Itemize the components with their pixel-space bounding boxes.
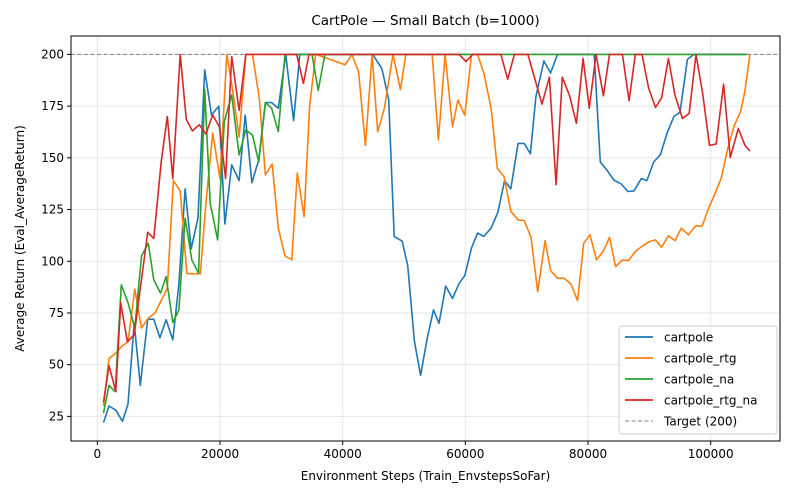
y-tick-label: 150 — [41, 151, 64, 165]
x-tick-label: 80000 — [569, 447, 607, 461]
legend-label-target: Target (200) — [663, 415, 737, 429]
legend-label-cartpole-rtg: cartpole_rtg — [664, 352, 737, 366]
x-axis-label: Environment Steps (Train_EnvstepsSoFar) — [301, 469, 551, 483]
legend-label-cartpole-na: cartpole_na — [664, 373, 734, 387]
series-line-cartpole-na — [102, 53, 748, 414]
x-tick-label: 60000 — [446, 447, 484, 461]
legend-label-cartpole-rtg-na: cartpole_rtg_na — [664, 394, 757, 408]
series-line-cartpole-rtg — [102, 53, 751, 407]
x-tick-label: 40000 — [324, 447, 362, 461]
x-tick-label: 100000 — [688, 447, 734, 461]
plot-frame — [70, 35, 781, 442]
y-axis-ticks: 25 50 75 100 125 150 175 200 — [41, 47, 71, 423]
y-tick-label: 200 — [41, 47, 64, 61]
legend-label-cartpole: cartpole — [664, 331, 713, 345]
y-tick-label: 75 — [49, 306, 64, 320]
y-tick-label: 25 — [49, 409, 64, 423]
x-axis-ticks: 0 20000 40000 60000 80000 100000 — [94, 441, 734, 461]
y-tick-label: 50 — [49, 358, 64, 372]
y-tick-label: 125 — [41, 203, 64, 217]
y-axis-label: Average Return (Eval_AverageReturn) — [13, 125, 27, 352]
legend: cartpole cartpole_rtg cartpole_na cartpole_… — [618, 325, 778, 435]
y-tick-label: 100 — [41, 254, 64, 268]
chart-title: CartPole — Small Batch (b=1000) — [311, 13, 539, 29]
legend-box — [618, 325, 778, 435]
series-lines — [102, 53, 751, 423]
x-tick-label: 0 — [94, 447, 102, 461]
y-tick-label: 175 — [41, 99, 64, 113]
series-line-cartpole-rtg-na — [102, 53, 751, 403]
x-tick-label: 20000 — [201, 447, 239, 461]
